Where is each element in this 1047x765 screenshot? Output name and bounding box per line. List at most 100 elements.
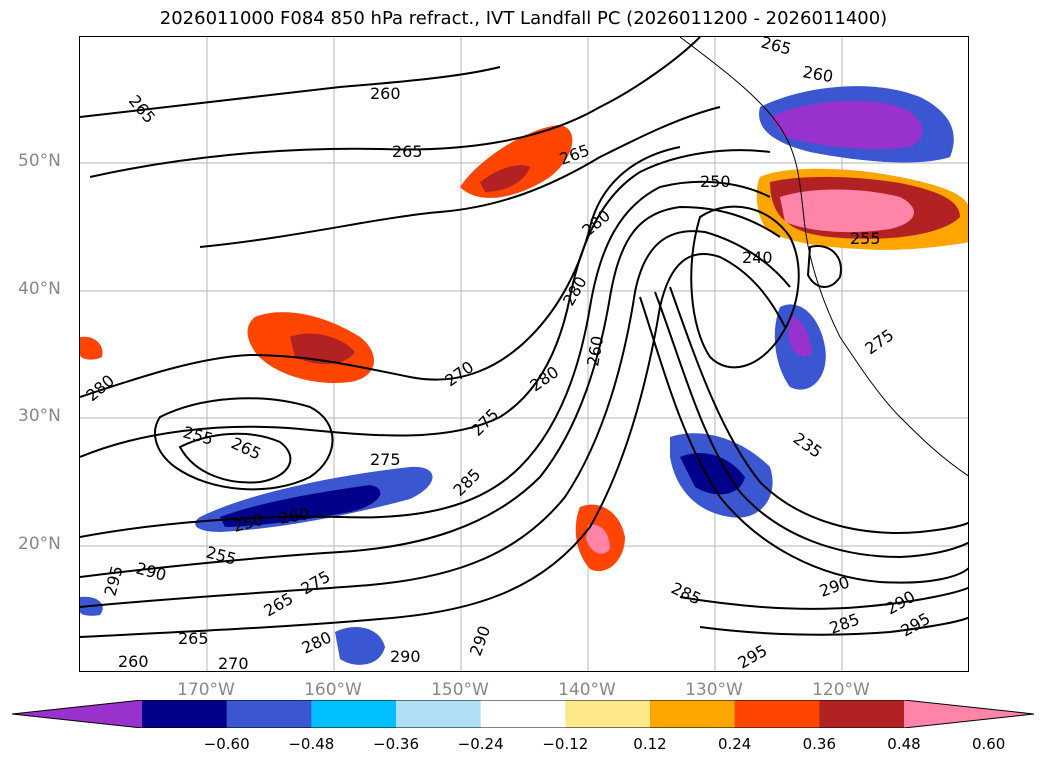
lon-label-160w: 160°W [304,680,362,700]
contour-label: 260 [583,334,607,367]
contour-label: 280 [82,371,118,405]
colorbar-segment [142,700,228,728]
colorbar-segment [650,700,736,728]
contour-275 [80,149,771,458]
hawaii-negative-strong [220,485,381,527]
contour-east-loop-3 [669,286,968,534]
contour-290 [80,230,791,608]
colorbar-segment [819,700,905,728]
colorbar-tick-label: −0.48 [288,735,335,753]
baja-negative-core [788,316,812,357]
contour-label: 290 [134,559,168,585]
contour-label: 275 [298,567,334,599]
colorbar-tick-label: −0.36 [373,735,419,753]
subtropical-negative-core [680,453,745,495]
contour-label: 265 [228,433,264,463]
contour-south-2 [699,616,968,636]
contour-label: 250 [700,172,731,191]
colorbar-segment [565,700,651,728]
contour-label: 285 [449,465,484,500]
contour-label: 295 [898,609,934,641]
colorbar-tick-label: 0.24 [717,735,752,753]
colorbar [12,700,1034,728]
contour-label: 275 [370,450,401,469]
colorbar-segment [734,700,820,728]
contour-label: 280 [526,362,562,395]
lon-label-120w: 120°W [812,680,870,700]
colorbar-tick-label: 0.60 [971,735,1006,753]
colorbar-tick-label: −0.12 [542,735,589,753]
contour-label: 270 [441,357,477,390]
goa-positive-core [480,165,530,192]
contour-label: 255 [850,229,881,248]
contour-280 [80,180,771,538]
contour-label: 270 [218,654,249,672]
colorbar-tick-label: −0.24 [457,735,504,753]
left-edge-positive [80,336,103,360]
coastline [679,37,968,477]
colorbar-extend-high [904,700,1034,728]
contour-260-north [80,66,501,118]
contour-label: 290 [883,587,919,619]
colorbar-tick-label: 0.36 [802,735,837,753]
colorbar-segment [396,700,482,728]
lat-label-50n: 50°N [18,151,61,171]
map-panel: 265 260 265 265 265 260 280 280 280 270 260 280 275 2… [79,36,969,672]
contour-265-mid [199,106,721,248]
bc-negative-max [770,100,923,149]
lon-label-130w: 130°W [685,680,743,700]
contour-label: 265 [392,142,423,161]
contour-265-north [89,37,701,178]
contour-east-loop-1 [639,296,968,584]
lat-label-20n: 20°N [18,534,61,554]
contour-label: 290 [817,572,852,600]
contour-label: 290 [466,623,494,658]
contour-label: 265 [759,37,793,59]
central-pac-positive-core [290,333,355,364]
contour-label: 295 [101,564,127,598]
contour-285 [80,205,781,578]
contour-label: 280 [578,206,614,240]
colorbar-segment [311,700,397,728]
lon-label-140w: 140°W [558,680,616,700]
sw-negative [335,627,385,665]
goa-positive [460,125,573,198]
contour-240-closed [806,245,842,288]
lat-label-30n: 30°N [18,406,61,426]
contour-label: 235 [790,429,826,462]
contour-label: 275 [467,405,502,440]
colorbar-tick-label: −0.60 [203,735,250,753]
contour-label: 260 [801,62,834,86]
colorbar-extend-low [12,700,142,728]
contour-label: 295 [735,641,771,672]
contour-255-closed [178,432,292,484]
contour-label: 280 [299,627,335,657]
colorbar-segment [480,700,566,728]
contour-label: 260 [118,652,149,671]
filled-anomalies [80,86,968,665]
colorbar-tick-label: 0.48 [887,735,921,753]
contour-295 [80,253,786,638]
contour-label: 265 [125,91,159,127]
contour-label: 290 [390,647,421,666]
contour-label: 240 [742,248,773,267]
pnw-positive-max [780,189,914,233]
contour-label: 260 [277,504,310,528]
contour-label: 275 [861,325,897,358]
contour-265-closed [154,397,334,491]
colorbar-segment [226,700,312,728]
contour-270 [80,146,681,398]
contour-250-closed [690,205,800,369]
contour-east-loop-2 [654,291,968,559]
subtropical-positive-max [586,524,610,554]
lon-label-170w: 170°W [177,680,235,700]
lat-label-40n: 40°N [18,279,61,299]
contour-label: 260 [370,84,401,103]
contour-label: 265 [178,629,209,648]
colorbar-tick-label: 0.12 [633,735,667,753]
contour-label: 285 [668,578,704,608]
map-plot: 265 260 265 265 265 260 280 280 280 270 260 280 275 2… [80,37,968,672]
lon-label-150w: 150°W [431,680,489,700]
contour-south-1 [679,586,968,610]
refractivity-contours [80,37,968,638]
